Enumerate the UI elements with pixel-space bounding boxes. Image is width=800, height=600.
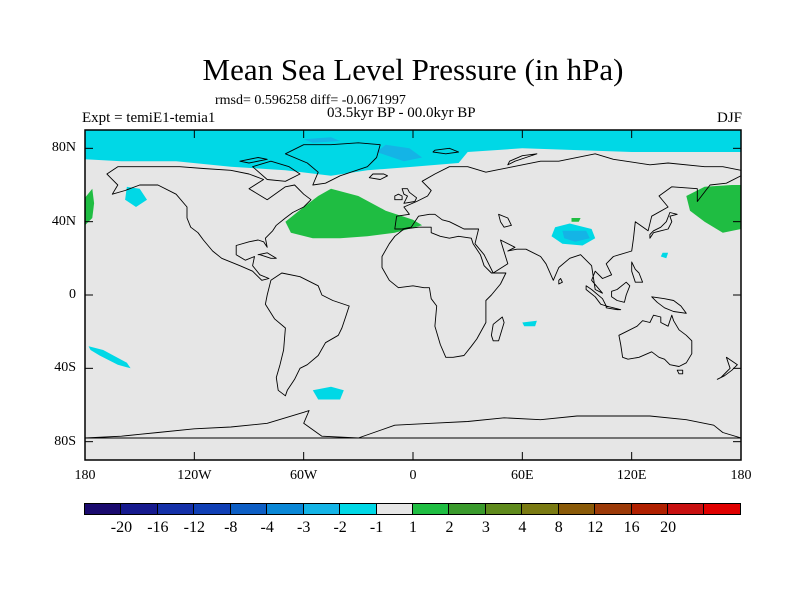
colorbar-label: -3 [296,519,311,536]
region-south-atlantic-cyan [312,386,344,400]
map-background [85,130,741,460]
colorbar-swatch [193,503,231,515]
colorbar-swatch [156,503,195,515]
colorbar-label: 2 [445,519,454,536]
colorbar-swatch [84,503,122,515]
coastline-svalbard [432,147,460,155]
colorbar-swatch [229,503,268,515]
coastline-north-america [106,166,312,281]
colorbar-label: -12 [183,519,205,536]
coastline-tasmania [676,369,684,375]
region-south-pacific-cyan [88,346,131,369]
region-indian-ocean-cyan [522,320,537,327]
colorbar-swatch [120,503,158,515]
region-north-atlantic [285,188,423,239]
region-north-pacific-west [686,185,741,233]
colorbar-swatch [594,503,632,515]
coastline-ireland [394,193,403,201]
lat-label: 80N [51,140,76,156]
coastline-layer [85,142,741,439]
colorbar-swatch [411,503,450,515]
colorbar-swatch [521,503,559,515]
lat-label: 40S [54,360,76,376]
coastline-africa [381,226,507,358]
coastline-philippines [631,261,644,283]
region-arctic-core-1 [376,144,423,162]
coastline-australia [618,314,693,367]
coastline-novaya-zemlya [507,153,538,166]
coastline-sumatra [585,285,607,307]
colorbar-label: -16 [147,519,169,536]
coastline-new-guinea [651,296,687,314]
coastline-borneo [611,281,631,303]
region-south-china-cyan [660,252,669,259]
region-north-pacific-cyan [125,186,147,207]
colorbar-swatch [375,503,413,515]
colorbar-swatch [667,503,705,515]
lon-label: 0 [409,468,417,483]
lon-label: 60W [290,468,318,483]
coastline-madagascar [490,316,505,342]
colorbar-label: -2 [333,519,347,536]
colorbar-swatch [703,503,741,515]
coastline-great-britain [401,188,418,204]
colorbar-label: 4 [518,519,527,536]
coastline-cuba [257,252,277,259]
colorbar-label: 8 [554,519,563,536]
colorbar [84,503,741,515]
colorbar-label: -4 [260,519,274,536]
lon-label: 180 [730,468,752,483]
coastline-java [605,305,622,311]
colorbar-label: 20 [660,519,677,536]
colorbar-swatch [448,503,486,515]
colorbar-label: -1 [369,519,384,536]
coastline-new-zealand [716,356,738,380]
lat-label: 40N [51,213,76,229]
lon-label: 120E [616,468,647,483]
colorbar-label: 3 [481,519,490,536]
rmsd-diff-stats: rmsd= 0.596258 diff= -0.0671997 [215,93,406,108]
coastline-greenland [284,142,381,186]
colorbar-label: -20 [110,519,133,536]
colorbar-swatch [302,503,341,515]
colorbar-swatch [339,503,377,515]
coastline-japan [649,212,678,239]
lat-label: 80S [54,433,76,449]
coastline-baffin-island [252,160,301,182]
region-north-pacific-east [85,188,95,226]
pressure-anomaly-layer [85,130,741,400]
colorbar-swatch [630,503,668,515]
lon-label: 180 [74,468,96,483]
season-label: DJF [716,110,742,126]
experiment-label: Expt = temiE1-temia1 [82,110,216,126]
coastline-antarctica [85,410,741,439]
colorbar-label: 16 [623,519,640,536]
coastline-sri-lanka [558,278,563,285]
coastline-caspian-sea [498,213,512,228]
lon-label: 60E [511,468,534,483]
lat-label: 0 [69,287,76,302]
region-tibet-core [562,230,590,242]
colorbar-label: 1 [409,519,417,536]
colorbar-swatch [266,503,304,515]
coastline-eurasia [394,153,741,294]
coastline-iceland [368,173,388,180]
coastline-south-america [264,272,350,397]
region-tibet-green [571,218,581,222]
period-label: 03.5kyr BP - 00.0kyr BP [327,105,476,121]
map-frame [84,129,742,461]
map-title: Mean Sea Level Pressure (in hPa) [202,52,624,87]
lon-label: 120W [177,468,212,483]
colorbar-label: -8 [224,519,238,536]
colorbar-label: 12 [587,519,604,536]
coastline-hudson-bay-islands [239,157,268,164]
region-arctic-core-2 [303,137,341,143]
colorbar-swatch [557,503,596,515]
colorbar-swatch [484,503,523,515]
